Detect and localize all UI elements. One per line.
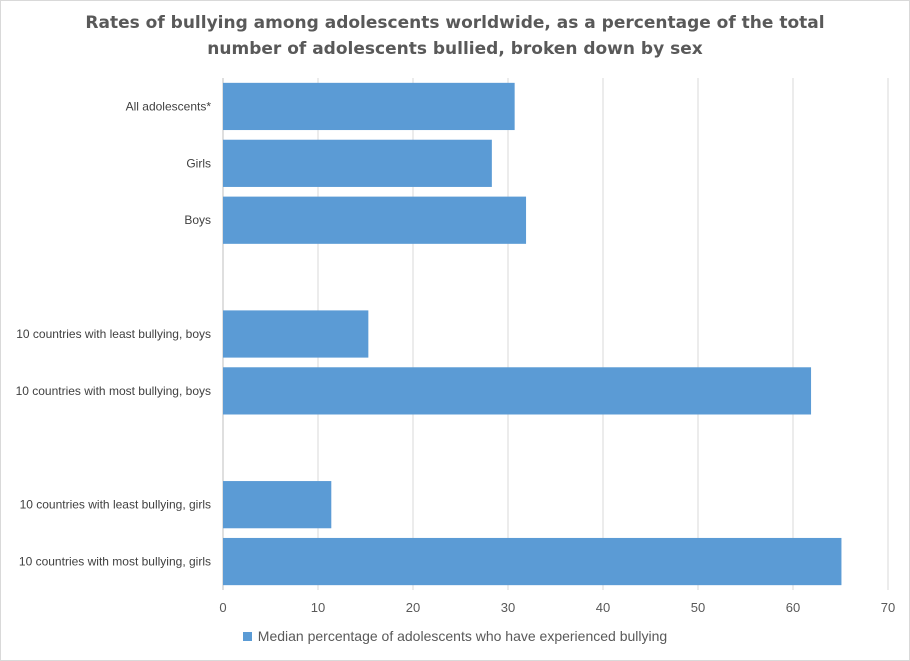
category-label: All adolescents* (126, 99, 212, 113)
legend-swatch (242, 632, 252, 641)
bar (223, 139, 492, 187)
category-label: Girls (186, 156, 211, 170)
x-tick-label: 40 (596, 600, 610, 615)
bar (223, 537, 842, 586)
bars (223, 82, 842, 586)
category-label: 10 countries with least bullying, girls (20, 498, 211, 512)
bar (223, 310, 369, 358)
x-tick-label: 30 (501, 600, 515, 615)
x-tick-label: 70 (881, 600, 895, 615)
bar (223, 367, 812, 415)
category-labels: All adolescents* Girls Boys 10 countries wi… (16, 99, 212, 568)
x-tick-label: 0 (219, 600, 226, 615)
category-label: Boys (184, 213, 211, 227)
legend: Median percentage of adolescents who hav… (0, 628, 910, 644)
chart-title-line-2: number of adolescents bullied, broken do… (207, 39, 703, 59)
bar (223, 196, 527, 244)
x-tick-label: 50 (691, 600, 705, 615)
x-tick-labels: 0 10 20 30 40 50 60 70 (219, 600, 895, 615)
x-tick-label: 10 (311, 600, 325, 615)
x-tick-label: 20 (406, 600, 420, 615)
bar (223, 82, 515, 131)
category-label: 10 countries with most bullying, boys (16, 384, 211, 398)
bar (223, 481, 332, 529)
chart-title-line-1: Rates of bullying among adolescents worl… (85, 13, 825, 33)
category-label: 10 countries with most bullying, girls (19, 555, 211, 569)
x-tick-label: 60 (786, 600, 800, 615)
category-label: 10 countries with least bullying, boys (16, 327, 211, 341)
legend-label: Median percentage of adolescents who hav… (257, 628, 668, 644)
chart-title: Rates of bullying among adolescents worl… (0, 10, 910, 62)
